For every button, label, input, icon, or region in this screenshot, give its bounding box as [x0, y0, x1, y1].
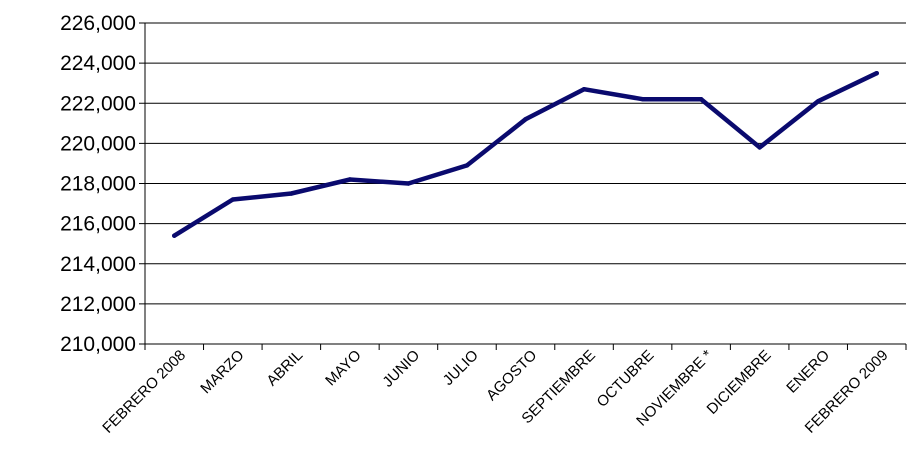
y-axis-tick-labels: 210,000 212,000 214,000 216,000 218,000 220,0…	[60, 12, 136, 356]
x-tick-label: OCTUBRE	[594, 347, 658, 411]
x-tick-label: AGOSTO	[483, 347, 540, 404]
y-tick-label: 224,000	[60, 52, 136, 75]
data-point	[757, 145, 762, 150]
y-tick-label: 216,000	[60, 213, 136, 236]
data-point	[289, 191, 294, 196]
y-tick-label: 218,000	[60, 173, 136, 196]
data-point	[581, 87, 587, 92]
y-tick-label: 226,000	[60, 12, 136, 35]
y-tick-label: 220,000	[60, 132, 136, 155]
y-tick-label: 222,000	[60, 92, 136, 115]
axes	[139, 22, 907, 350]
data-point	[347, 177, 353, 182]
y-tick-label: 214,000	[60, 253, 136, 276]
y-tick-label: 210,000	[60, 333, 136, 356]
gridlines	[145, 22, 906, 305]
x-tick-label: ABRIL	[263, 347, 306, 390]
data-point	[523, 117, 528, 122]
data-point	[815, 99, 821, 104]
x-tick-label: JUNIO	[379, 347, 423, 391]
x-tick-label: ENERO	[783, 347, 833, 397]
x-tick-label: JULIO	[440, 347, 482, 389]
data-point	[230, 197, 236, 202]
x-axis-tick-labels: FEBRERO 2008 MARZO ABRIL MAYO JUNIO JULIO AGOS…	[99, 347, 891, 437]
data-point	[698, 97, 704, 102]
series	[172, 70, 879, 238]
x-tick-label: MAYO	[322, 347, 364, 389]
data-point	[640, 97, 645, 102]
x-tick-label: FEBRERO 2008	[99, 347, 189, 437]
data-point	[874, 70, 879, 76]
data-point	[406, 181, 411, 186]
data-point	[464, 163, 470, 168]
y-tick-label: 212,000	[60, 293, 136, 316]
x-tick-label: MARZO	[197, 347, 247, 397]
data-point	[172, 233, 177, 238]
series-line	[172, 70, 879, 238]
